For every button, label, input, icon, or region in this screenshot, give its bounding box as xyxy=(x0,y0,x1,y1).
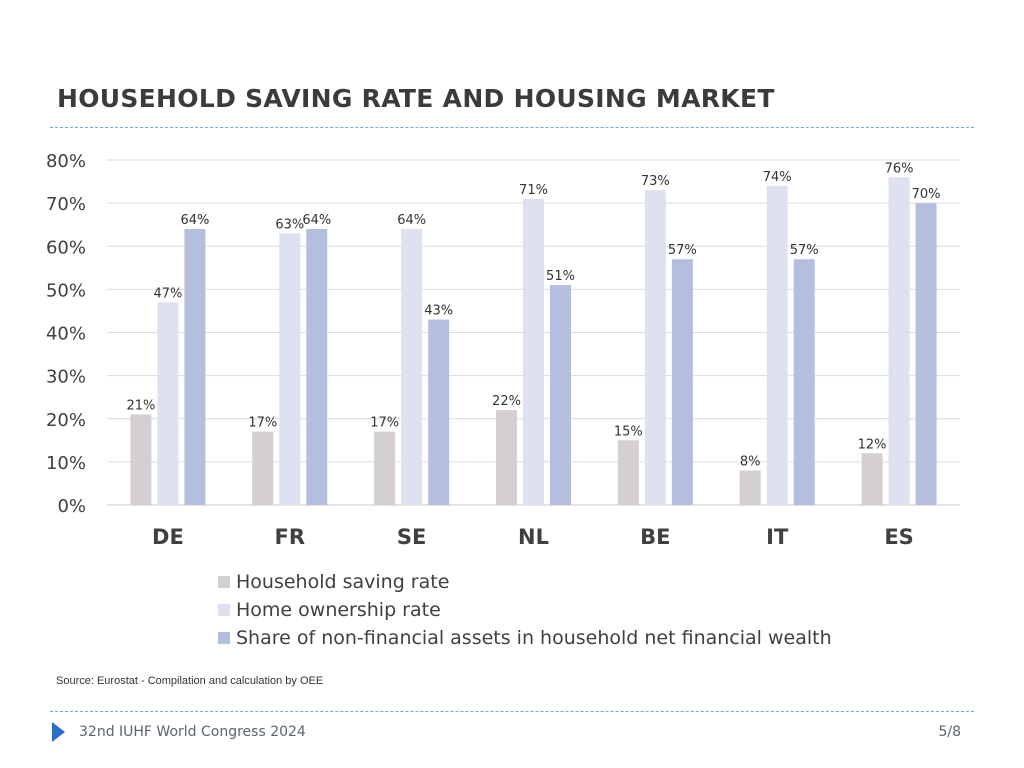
data-label: 64% xyxy=(180,213,209,228)
data-label: 71% xyxy=(519,183,548,198)
data-label: 8% xyxy=(740,455,761,470)
slide-title: HOUSEHOLD SAVING RATE AND HOUSING MARKET xyxy=(57,84,775,113)
bar xyxy=(550,285,571,505)
bar xyxy=(617,440,639,505)
x-tick-label: IT xyxy=(766,525,789,549)
data-label: 17% xyxy=(248,416,277,431)
x-tick-label: NL xyxy=(518,525,549,549)
y-tick-label: 80% xyxy=(46,151,86,172)
legend-label: Share of non-financial assets in househo… xyxy=(236,627,832,649)
legend-swatch xyxy=(218,632,230,644)
data-label: 64% xyxy=(302,213,331,228)
bar-chart: 0% 10% 20% 30% 40% 50% 60% 70% 80% 21% 47% 64% DE 17%… xyxy=(46,151,960,549)
data-label: 70% xyxy=(912,187,941,202)
bar xyxy=(861,453,883,505)
page-number: 5/8 xyxy=(938,724,961,740)
bar xyxy=(306,229,328,505)
bar xyxy=(523,198,544,505)
y-tick-label: 60% xyxy=(46,237,86,258)
y-tick-label: 50% xyxy=(46,280,86,301)
source-note: Source: Eurostat - Compilation and calcu… xyxy=(56,675,324,687)
y-tick-label: 10% xyxy=(46,453,86,474)
legend-swatch xyxy=(218,604,230,616)
bar xyxy=(279,233,301,505)
x-tick-label: DE xyxy=(152,525,184,549)
play-triangle-icon xyxy=(52,722,65,742)
legend-swatch xyxy=(218,576,230,588)
y-tick-label: 0% xyxy=(57,496,86,517)
bar xyxy=(496,410,517,505)
bar xyxy=(428,319,450,505)
bar xyxy=(915,203,937,505)
data-label: 22% xyxy=(492,394,521,409)
legend-label: Home ownership rate xyxy=(236,599,441,621)
data-label: 47% xyxy=(153,286,182,301)
bar xyxy=(888,177,910,505)
data-label: 57% xyxy=(668,243,697,258)
bar xyxy=(793,259,815,505)
bar xyxy=(252,431,274,505)
bar xyxy=(766,185,788,505)
bar xyxy=(157,302,179,505)
legend-item: Household saving rate xyxy=(218,568,832,596)
data-label: 64% xyxy=(397,213,426,228)
bar xyxy=(671,259,693,505)
data-label: 73% xyxy=(641,174,670,189)
data-label: 74% xyxy=(763,170,792,185)
top-divider xyxy=(50,127,974,128)
data-label: 43% xyxy=(424,304,453,319)
y-tick-label: 70% xyxy=(46,194,86,215)
data-label: 12% xyxy=(858,437,887,452)
data-label: 76% xyxy=(885,161,914,176)
legend-item: Home ownership rate xyxy=(218,596,832,624)
y-tick-label: 30% xyxy=(46,367,86,388)
data-label: 21% xyxy=(126,398,155,413)
footer-text: 32nd IUHF World Congress 2024 xyxy=(79,724,306,740)
data-label: 57% xyxy=(790,243,819,258)
bar xyxy=(739,470,761,505)
data-label: 17% xyxy=(370,416,399,431)
chart-legend: Household saving rate Home ownership rat… xyxy=(218,568,832,652)
x-tick-label: ES xyxy=(884,525,913,549)
x-tick-label: BE xyxy=(640,525,670,549)
bar xyxy=(644,190,666,505)
bar xyxy=(130,414,152,505)
data-label: 63% xyxy=(275,217,304,232)
bottom-divider xyxy=(50,711,974,712)
data-label: 15% xyxy=(614,424,643,439)
data-label: 51% xyxy=(546,269,575,284)
bar xyxy=(184,229,206,505)
bar xyxy=(401,229,423,505)
x-tick-label: SE xyxy=(397,525,426,549)
legend-label: Household saving rate xyxy=(236,571,450,593)
x-tick-label: FR xyxy=(275,525,306,549)
y-tick-label: 20% xyxy=(46,410,86,431)
legend-item: Share of non-financial assets in househo… xyxy=(218,624,832,652)
bar xyxy=(374,431,396,505)
y-tick-label: 40% xyxy=(46,324,86,345)
